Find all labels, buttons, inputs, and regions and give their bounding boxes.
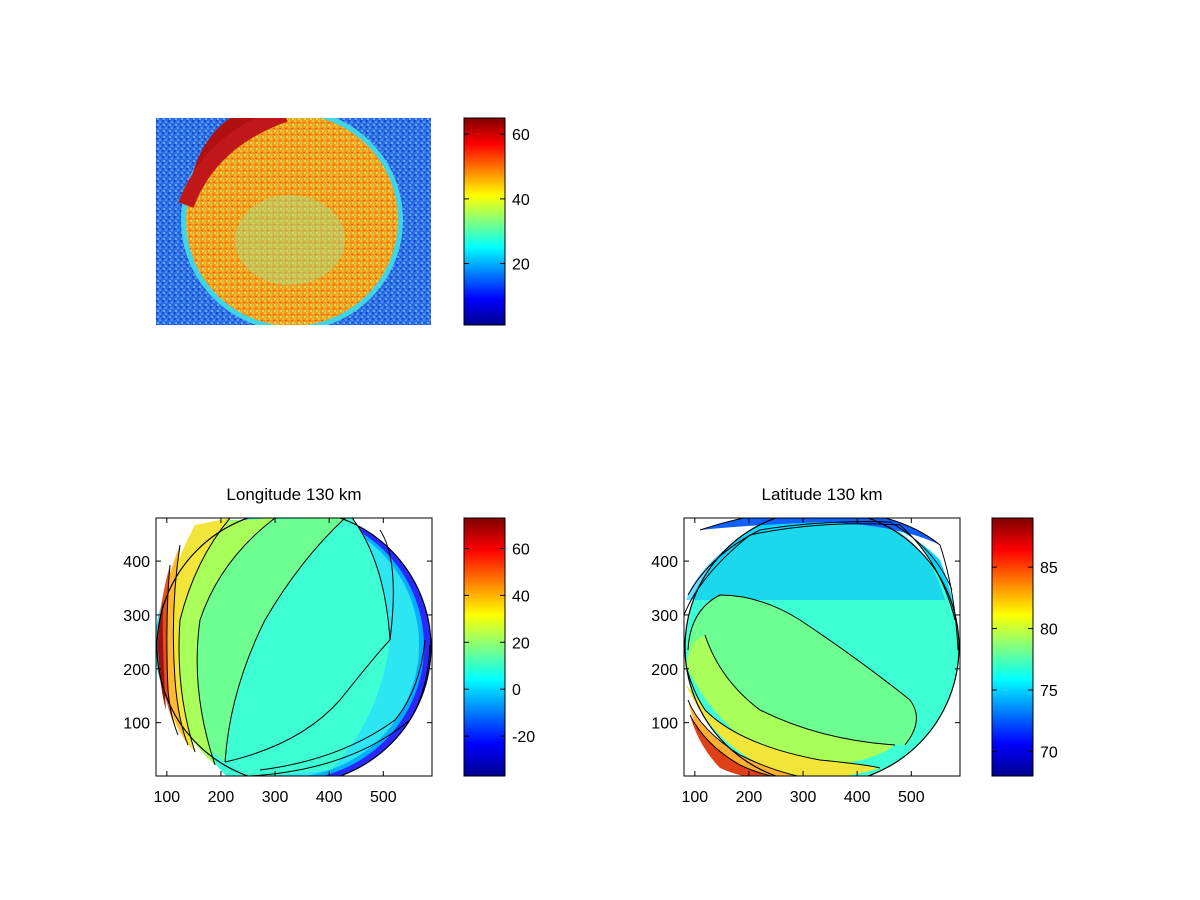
latitude-colorbar-tick-label: 75: [1040, 683, 1058, 700]
longitude-y-tick-label: 200: [123, 662, 150, 679]
latitude-x-tick-label: 400: [844, 789, 871, 806]
latitude-x-tick-label: 500: [898, 789, 925, 806]
latitude-colorbar-tick-label: 70: [1040, 744, 1058, 761]
latitude-y-tick-label: 100: [651, 716, 678, 733]
longitude-colorbar: -20 0 20 40 60: [463, 517, 535, 777]
image-colorbar-tick-label: 20: [512, 257, 530, 274]
latitude-title: Latitude 130 km: [762, 485, 883, 504]
longitude-x-tick-label: 400: [316, 789, 343, 806]
longitude-y-tick-label: 100: [123, 716, 150, 733]
image-disk-center: [235, 195, 345, 285]
latitude-y-tick-label: 200: [651, 662, 678, 679]
longitude-x-tick-label: 200: [208, 789, 235, 806]
image-plot: [156, 118, 431, 325]
image-disk: [186, 118, 398, 325]
image-colorbar-bar: [463, 117, 506, 326]
latitude-x-tick-label: 100: [681, 789, 708, 806]
latitude-axes-box: [683, 517, 961, 777]
longitude-x-tick-label: 300: [262, 789, 289, 806]
longitude-plot: 100 200 300 400 500 100 200 300 400: [123, 517, 433, 806]
longitude-x-tick-label: 500: [370, 789, 397, 806]
latitude-x-tick-label: 300: [790, 789, 817, 806]
longitude-axes-box: [155, 517, 433, 777]
image-dark-limb: [186, 118, 260, 205]
latitude-colorbar: 70 75 80 85: [991, 517, 1058, 777]
latitude-x-tick-label: 200: [736, 789, 763, 806]
longitude-colorbar-tick-label: 40: [512, 588, 530, 605]
latitude-plot: 100 200 300 400 500 100 200 300 400: [651, 517, 961, 806]
latitude-colorbar-tick-label: 85: [1040, 560, 1058, 577]
longitude-colorbar-bar: [463, 517, 506, 777]
longitude-colorbar-tick-label: 60: [512, 541, 530, 558]
longitude-colorbar-tick-label: 20: [512, 635, 530, 652]
longitude-colorbar-tick-label: -20: [512, 729, 535, 746]
latitude-y-tick-label: 300: [651, 608, 678, 625]
longitude-y-tick-label: 300: [123, 608, 150, 625]
latitude-colorbar-bar: [991, 517, 1034, 777]
latitude-y-tick-label: 400: [651, 554, 678, 571]
image-colorbar-tick-label: 40: [512, 192, 530, 209]
longitude-x-tick-label: 100: [153, 789, 180, 806]
longitude-colorbar-tick-label: 0: [512, 682, 521, 699]
image-dark-limb-band: [178, 118, 288, 208]
longitude-y-tick-label: 400: [123, 554, 150, 571]
image-colorbar-tick-label: 60: [512, 127, 530, 144]
image-colorbar: 20 40 60: [463, 117, 530, 326]
latitude-colorbar-tick-label: 80: [1040, 622, 1058, 639]
longitude-title: Longitude 130 km: [226, 485, 361, 504]
